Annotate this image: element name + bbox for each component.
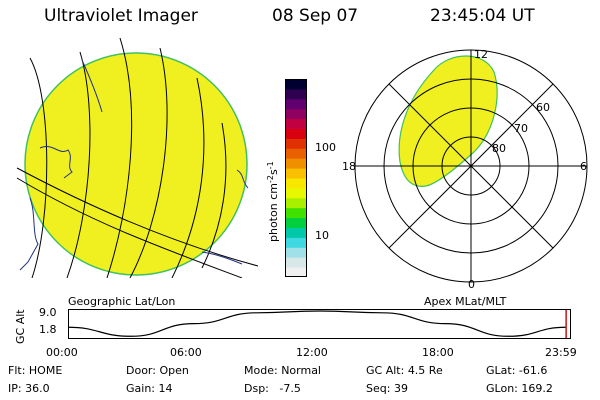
status-mode: Mode: Normal xyxy=(244,364,321,377)
status-glat: GLat: -61.6 xyxy=(486,364,548,377)
status-door: Door: Open xyxy=(126,364,189,377)
colorbar-unit-label: photon cm-2s-1 xyxy=(266,161,280,242)
time-tick-1200: 12:00 xyxy=(296,346,328,359)
status-ip: IP: 36.0 xyxy=(8,382,50,395)
status-gain: Gain: 14 xyxy=(126,382,173,395)
geographic-image xyxy=(16,38,258,278)
colorbar-stripe xyxy=(285,88,307,100)
altitude-line xyxy=(68,310,567,337)
colorbar-stripe xyxy=(285,227,307,238)
time-tick-2359: 23:59 xyxy=(545,346,577,359)
mlt-label-12: 12 xyxy=(474,48,488,61)
status-flt: Flt: HOME xyxy=(8,364,63,377)
instrument-title: Ultraviolet Imager xyxy=(44,6,198,26)
coastlines xyxy=(19,59,249,271)
colorbar-stripe xyxy=(285,158,307,169)
colorbar-stripe xyxy=(285,98,307,110)
svg-text:photon cm-2s-1: photon cm-2s-1 xyxy=(266,161,280,242)
colorbar-stripe xyxy=(285,108,307,120)
altitude-min-label: 1.8 xyxy=(39,323,57,336)
colorbar-tick-10: 10 xyxy=(315,229,329,242)
colorbar-stripe xyxy=(285,79,307,90)
status-dsp: Dsp: -7.5 xyxy=(244,382,301,395)
polar-grid xyxy=(354,49,588,283)
colorbar-stripe xyxy=(285,178,307,189)
header-date: 08 Sep 07 xyxy=(272,6,359,26)
auroral-oval xyxy=(398,55,498,187)
geo-panel-label: Geographic Lat/Lon xyxy=(68,295,176,308)
altitude-axis-title: GC Alt xyxy=(14,309,27,344)
polar-plot: 12 18 6 0 60 70 80 xyxy=(342,48,588,291)
mlat-label-70: 70 xyxy=(514,122,528,135)
earth-disk xyxy=(24,52,248,276)
colorbar-stripe xyxy=(285,197,307,209)
status-glon: GLon: 169.2 xyxy=(486,382,553,395)
colorbar-stripe xyxy=(285,138,307,149)
lat-lon-grid xyxy=(16,38,258,278)
colorbar xyxy=(285,79,307,277)
time-tick-0000: 00:00 xyxy=(46,346,78,359)
colorbar-stripe xyxy=(285,187,307,199)
colorbar-tick-100: 100 xyxy=(315,141,336,154)
mlt-label-6: 6 xyxy=(580,160,587,173)
svg-text:GC Alt: GC Alt xyxy=(14,309,27,344)
colorbar-stripe xyxy=(285,128,307,139)
mlt-label-18: 18 xyxy=(342,160,356,173)
colorbar-stripe xyxy=(285,237,307,248)
colorbar-stripe xyxy=(285,207,307,219)
header-time: 23:45:04 UT xyxy=(430,6,535,26)
colorbar-stripe xyxy=(285,267,307,277)
colorbar-stripe xyxy=(285,168,307,179)
colorbar-stripe xyxy=(285,217,307,228)
time-tick-0600: 06:00 xyxy=(170,346,202,359)
colorbar-stripe xyxy=(285,118,307,129)
mlt-label-0: 0 xyxy=(468,278,475,291)
status-seq: Seq: 39 xyxy=(366,382,408,395)
polar-panel-label: Apex MLat/MLT xyxy=(424,295,507,308)
colorbar-stripe xyxy=(285,247,307,258)
altitude-frame xyxy=(68,309,571,339)
time-tick-1800: 18:00 xyxy=(422,346,454,359)
mlat-label-60: 60 xyxy=(536,101,550,114)
status-gc-alt: GC Alt: 4.5 Re xyxy=(366,364,443,377)
colorbar-stripe xyxy=(285,257,307,268)
altitude-max-label: 9.0 xyxy=(39,306,57,319)
mlat-label-80: 80 xyxy=(492,142,506,155)
colorbar-stripe xyxy=(285,148,307,159)
altitude-chart xyxy=(68,309,571,339)
